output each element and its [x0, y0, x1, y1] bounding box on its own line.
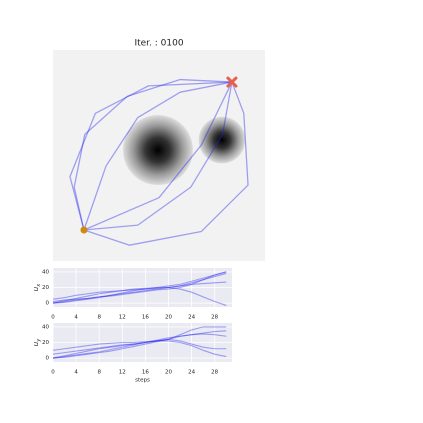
- x-tick-label: 16: [142, 315, 149, 321]
- obstacle: [122, 115, 193, 185]
- series-line: [52, 340, 227, 358]
- x-tick-label: 24: [188, 315, 195, 321]
- trajectory: [83, 81, 233, 231]
- y-tick-label: 0: [46, 356, 50, 362]
- x-tick-label: 20: [165, 315, 172, 321]
- series-line: [52, 330, 227, 359]
- x-tick-label: 20: [165, 370, 172, 376]
- series-line: [52, 271, 227, 304]
- x-tick-label: 12: [119, 370, 126, 376]
- y-tick-label: 20: [42, 285, 49, 291]
- x-tick-label: 4: [74, 370, 78, 376]
- start-point: [80, 226, 88, 234]
- trajectory: [83, 81, 249, 246]
- y-tick-label: 40: [42, 269, 49, 275]
- y-tick-label: 0: [46, 301, 50, 307]
- series-line: [52, 333, 227, 359]
- series-line: [52, 272, 227, 304]
- x-tick-label: 0: [51, 315, 55, 321]
- x-tick-label: 0: [51, 370, 55, 376]
- x-tick-label: 16: [142, 370, 149, 376]
- x-tick-label: 24: [188, 370, 195, 376]
- trajectory: [83, 81, 233, 231]
- goal-marker: [226, 76, 238, 88]
- y-axis-label-base: u: [32, 286, 40, 291]
- series-line: [52, 338, 227, 355]
- y-axis-label-sub: y: [36, 338, 42, 343]
- y-axis-label-base: u: [32, 341, 40, 346]
- y-tick-label: 40: [42, 324, 49, 330]
- x-tick-label: 4: [74, 315, 78, 321]
- y-axis-label: ux: [32, 284, 42, 291]
- series-line: [52, 281, 227, 300]
- series-line: [52, 271, 227, 303]
- x-tick-label: 8: [97, 315, 101, 321]
- y-tick-label: 20: [42, 340, 49, 346]
- y-axis-label-sub: x: [36, 284, 42, 288]
- x-tick-label: 8: [97, 370, 101, 376]
- series-line: [52, 326, 227, 359]
- trajectory: [83, 81, 233, 231]
- x-axis-label: steps: [135, 378, 150, 384]
- chart-title: Iter. : 0100: [134, 39, 183, 49]
- x-tick-label: 12: [119, 315, 126, 321]
- x-tick-label: 28: [211, 370, 218, 376]
- trajectory: [73, 78, 232, 231]
- trajectory: [69, 81, 232, 231]
- series-line: [52, 286, 227, 306]
- obstacle: [198, 116, 246, 164]
- y-axis-label: uy: [32, 338, 42, 346]
- x-tick-label: 28: [211, 315, 218, 321]
